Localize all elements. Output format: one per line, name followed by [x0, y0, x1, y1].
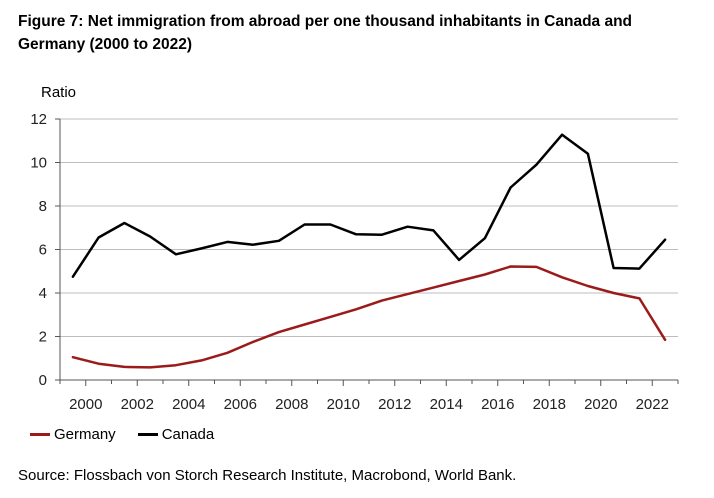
y-tick-label: 8: [39, 198, 47, 215]
series-lines: [71, 133, 667, 369]
series-line-canada: [71, 133, 667, 278]
legend-label-canada: Canada: [161, 426, 215, 443]
chart-title: Figure 7: Net immigration from abroad pe…: [18, 13, 633, 53]
x-tick-label: 2006: [224, 396, 257, 413]
series-line-germany: [71, 265, 667, 369]
x-tick-label: 2010: [327, 396, 360, 413]
y-tick-labels: 0 2 4 6 8 10 12: [30, 111, 47, 389]
legend-label-germany: Germany: [54, 426, 116, 443]
legend: Germany Canada: [30, 426, 236, 443]
y-tick-label: 4: [39, 285, 47, 302]
axes: [55, 118, 679, 386]
grid-lines: [60, 118, 678, 337]
legend-swatch-canada: [137, 433, 158, 436]
y-tick-label: 2: [39, 329, 47, 346]
x-tick-labels: 2000 2002 2004 2006 2008 2010 2012 2014 2016 2018…: [69, 396, 669, 413]
legend-item-germany: Germany: [30, 426, 116, 443]
source-note: Source: Flossbach von Storch Research In…: [18, 467, 517, 484]
x-tick-label: 2022: [636, 396, 669, 413]
x-tick-label: 2008: [275, 396, 308, 413]
x-tick-label: 2004: [172, 396, 205, 413]
y-axis-label: Ratio: [41, 84, 77, 101]
x-tick-label: 2014: [430, 396, 463, 413]
x-tick-label: 2018: [533, 396, 566, 413]
x-tick-label: 2002: [121, 396, 154, 413]
x-tick-label: 2020: [584, 396, 617, 413]
y-tick-label: 10: [30, 155, 47, 172]
x-tick-label: 2012: [378, 396, 411, 413]
y-tick-label: 6: [39, 242, 47, 259]
x-tick-label: 2000: [69, 396, 102, 413]
x-tick-label: 2016: [481, 396, 514, 413]
legend-swatch-germany: [30, 433, 50, 436]
y-tick-label: 0: [39, 372, 47, 389]
y-tick-label: 12: [30, 111, 47, 128]
legend-item-canada: Canada: [137, 426, 215, 443]
